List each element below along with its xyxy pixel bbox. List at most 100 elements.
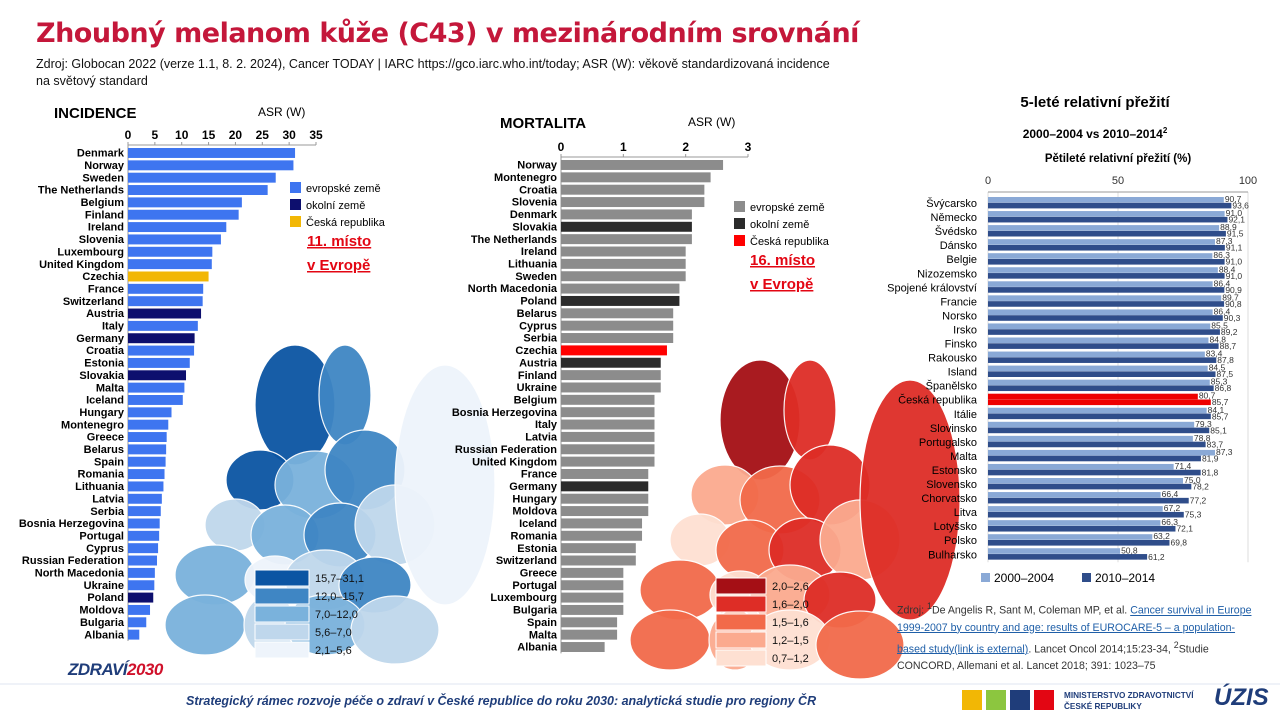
- survival-bar-2010: [988, 455, 1201, 462]
- uzis-logo: ÚZIS: [1214, 684, 1269, 711]
- survival-value-2000: 87,3: [1216, 447, 1233, 457]
- incidence-bar: [128, 567, 155, 578]
- incidence-tick-label: 20: [229, 128, 243, 142]
- mortality-legend-label: okolní země: [750, 219, 809, 231]
- survival-bar-2000: [988, 225, 1220, 231]
- incidence-tick-label: 25: [256, 128, 270, 142]
- survival-value-2000: 88,9: [1220, 222, 1237, 232]
- mortality-category-label: Belarus: [517, 308, 557, 320]
- survival-bar-2010: [988, 441, 1206, 448]
- survival-legend-swatch: [1082, 573, 1091, 582]
- mortality-tick-label: 0: [558, 140, 565, 154]
- incidence-bar: [128, 617, 147, 628]
- mortality-bar: [561, 382, 661, 393]
- survival-bar-2010: [988, 554, 1148, 560]
- survival-bar-2000: [988, 295, 1222, 301]
- survival-bar-2000: [988, 211, 1225, 217]
- mortality-bar: [561, 160, 724, 170]
- mortality-category-label: Latvia: [525, 432, 558, 444]
- mortality-bar: [561, 246, 686, 257]
- incidence-map-legend-label: 7,0–12,0: [315, 609, 358, 621]
- mortality-map-legend-label: 2,0–2,6: [772, 581, 809, 593]
- survival-value-2010: 90,8: [1225, 299, 1242, 309]
- survival-bar-2000: [988, 506, 1163, 512]
- survival-value-2010: 85,1: [1210, 425, 1227, 435]
- incidence-bar: [128, 604, 151, 615]
- logo-main-text: ZDRAVÍ: [68, 660, 128, 679]
- mortality-category-label: Germany: [509, 481, 558, 493]
- survival-tick-label: 50: [1112, 175, 1124, 187]
- mortality-category-label: France: [521, 469, 557, 481]
- mortality-category-label: Slovenia: [512, 197, 558, 209]
- source-part2: . Lancet Oncol 2014;15:23-34,: [1028, 643, 1174, 656]
- incidence-category-label: Poland: [87, 592, 124, 604]
- incidence-tick-label: 5: [152, 128, 159, 142]
- incidence-category-label: Bulgaria: [80, 617, 125, 629]
- incidence-bar: [128, 382, 185, 393]
- partner-logo-2: [986, 690, 1006, 710]
- mortality-bar: [561, 184, 705, 195]
- survival-value-2000: 86,4: [1214, 306, 1231, 316]
- incidence-category-label: France: [88, 283, 124, 295]
- mortality-category-label: Hungary: [512, 493, 558, 505]
- mortality-legend-swatch: [734, 201, 745, 212]
- survival-bar-2010: [988, 497, 1189, 504]
- survival-bar-2000: [988, 463, 1174, 470]
- mortality-legend-label: evropské země: [750, 202, 825, 214]
- survival-bar-2010: [988, 216, 1228, 223]
- incidence-category-label: Spain: [94, 456, 124, 468]
- survival-bar-2010: [988, 273, 1225, 279]
- survival-value-2010: 91,5: [1227, 229, 1244, 239]
- mortality-tick-label: 1: [620, 140, 627, 154]
- survival-value-2010: 83,7: [1207, 439, 1224, 449]
- incidence-bar: [128, 444, 167, 455]
- survival-category-label: Norsko: [942, 310, 977, 322]
- source-part1: De Angelis R, Sant M, Coleman MP, et al.: [931, 604, 1131, 617]
- mortality-category-label: Czechia: [515, 345, 557, 357]
- incidence-category-label: Croatia: [86, 345, 125, 357]
- survival-bar-2000: [988, 267, 1218, 273]
- survival-bar-2000: [988, 323, 1211, 330]
- mortality-bar: [561, 530, 643, 541]
- incidence-bar: [128, 283, 204, 294]
- incidence-bar: [128, 333, 195, 344]
- mortality-bar: [561, 431, 655, 442]
- survival-bar-2000: [988, 393, 1198, 400]
- mortality-bar: [561, 419, 655, 430]
- source-link[interactable]: Cancer survival in Europe 1999-2007 by c…: [897, 604, 1252, 656]
- survival-value-2000: 86,3: [1213, 250, 1230, 260]
- survival-category-label: Švýcarsko: [926, 197, 977, 210]
- incidence-category-label: Latvia: [92, 493, 125, 505]
- incidence-map-legend-label: 2,1–5,6: [315, 645, 352, 657]
- incidence-category-label: Albania: [84, 629, 125, 641]
- mortality-bar: [561, 394, 655, 405]
- survival-tick-label: 0: [985, 175, 991, 187]
- zdravi-2030-logo: ZDRAVÍ2030: [68, 660, 163, 680]
- survival-tick-label: 100: [1239, 175, 1257, 187]
- mortality-map-legend-label: 1,2–1,5: [772, 635, 809, 647]
- incidence-bar: [128, 246, 213, 257]
- mortality-map-legend-label: 0,7–1,2: [772, 653, 809, 665]
- survival-bar-2000: [988, 309, 1213, 315]
- survival-category-label: Irsko: [953, 324, 977, 336]
- survival-bar-2000: [988, 239, 1215, 245]
- survival-bar-2000: [988, 407, 1207, 414]
- survival-value-2000: 91,0: [1226, 208, 1243, 218]
- source-note: Zdroj: 1De Angelis R, Sant M, Coleman MP…: [897, 598, 1257, 675]
- survival-bar-2010: [988, 469, 1201, 476]
- source-part3: Studie CONCORD, Allemani et al. Lancet 2…: [897, 643, 1209, 673]
- mortality-bar: [561, 209, 692, 220]
- mortality-category-label: Lithuania: [508, 259, 558, 271]
- survival-value-2000: 63,2: [1153, 531, 1170, 541]
- incidence-category-label: United Kingdom: [39, 259, 124, 271]
- mortality-map-legend-label: 1,5–1,6: [772, 617, 809, 629]
- survival-value-2000: 66,4: [1162, 489, 1179, 499]
- source-sup1: 1: [927, 601, 932, 611]
- incidence-bar: [128, 580, 155, 591]
- incidence-category-label: Belarus: [84, 444, 124, 456]
- survival-value-2010: 93,6: [1232, 201, 1249, 211]
- survival-value-2010: 91,1: [1226, 243, 1243, 253]
- source-sup2: 2: [1173, 639, 1179, 650]
- incidence-map-legend-label: 12,0–15,7: [315, 591, 364, 603]
- incidence-bar: [128, 308, 202, 319]
